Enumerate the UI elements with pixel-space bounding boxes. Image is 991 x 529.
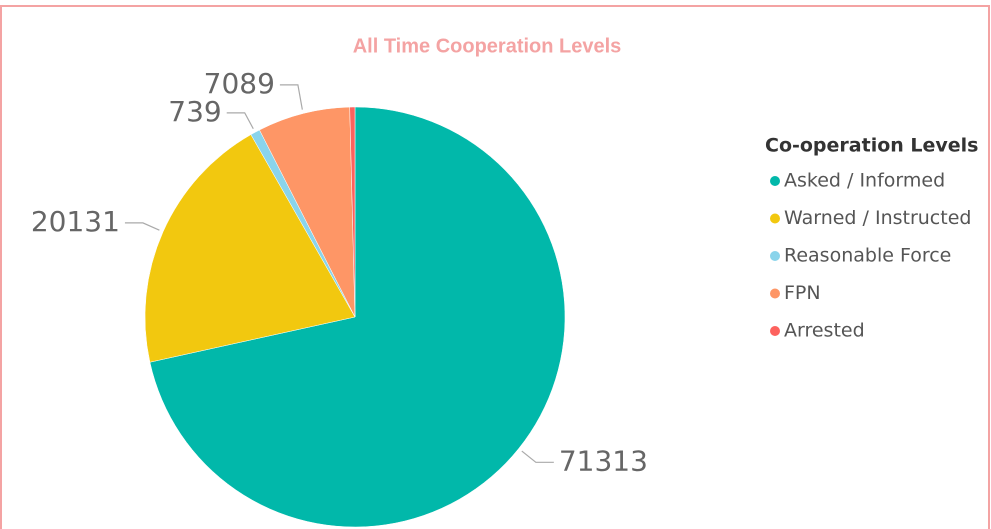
pie-slice bbox=[149, 106, 566, 528]
legend-label: FPN bbox=[784, 282, 821, 304]
leader-line bbox=[279, 84, 303, 110]
legend-label: Asked / Informed bbox=[784, 170, 945, 192]
legend-marker bbox=[770, 176, 780, 186]
legend-marker bbox=[770, 251, 780, 261]
leader-line bbox=[124, 222, 160, 231]
legend-marker bbox=[770, 213, 780, 224]
legend-marker bbox=[770, 326, 780, 336]
legend-marker bbox=[770, 288, 780, 299]
data-label: 739 bbox=[168, 95, 221, 128]
legend-label: Arrested bbox=[784, 320, 865, 342]
leader-line bbox=[226, 112, 254, 130]
data-label: 71313 bbox=[559, 444, 648, 477]
leader-line bbox=[521, 450, 554, 463]
pie-slice bbox=[349, 106, 356, 318]
data-label: 7089 bbox=[204, 67, 275, 100]
legend-label: Reasonable Force bbox=[784, 245, 951, 267]
pie-slice bbox=[144, 134, 356, 363]
chart-title: All Time Cooperation Levels bbox=[353, 35, 622, 57]
legend-label: Warned / Instructed bbox=[784, 207, 971, 229]
data-label: 20131 bbox=[31, 205, 120, 238]
legend-title: Co-operation Levels bbox=[765, 135, 979, 157]
